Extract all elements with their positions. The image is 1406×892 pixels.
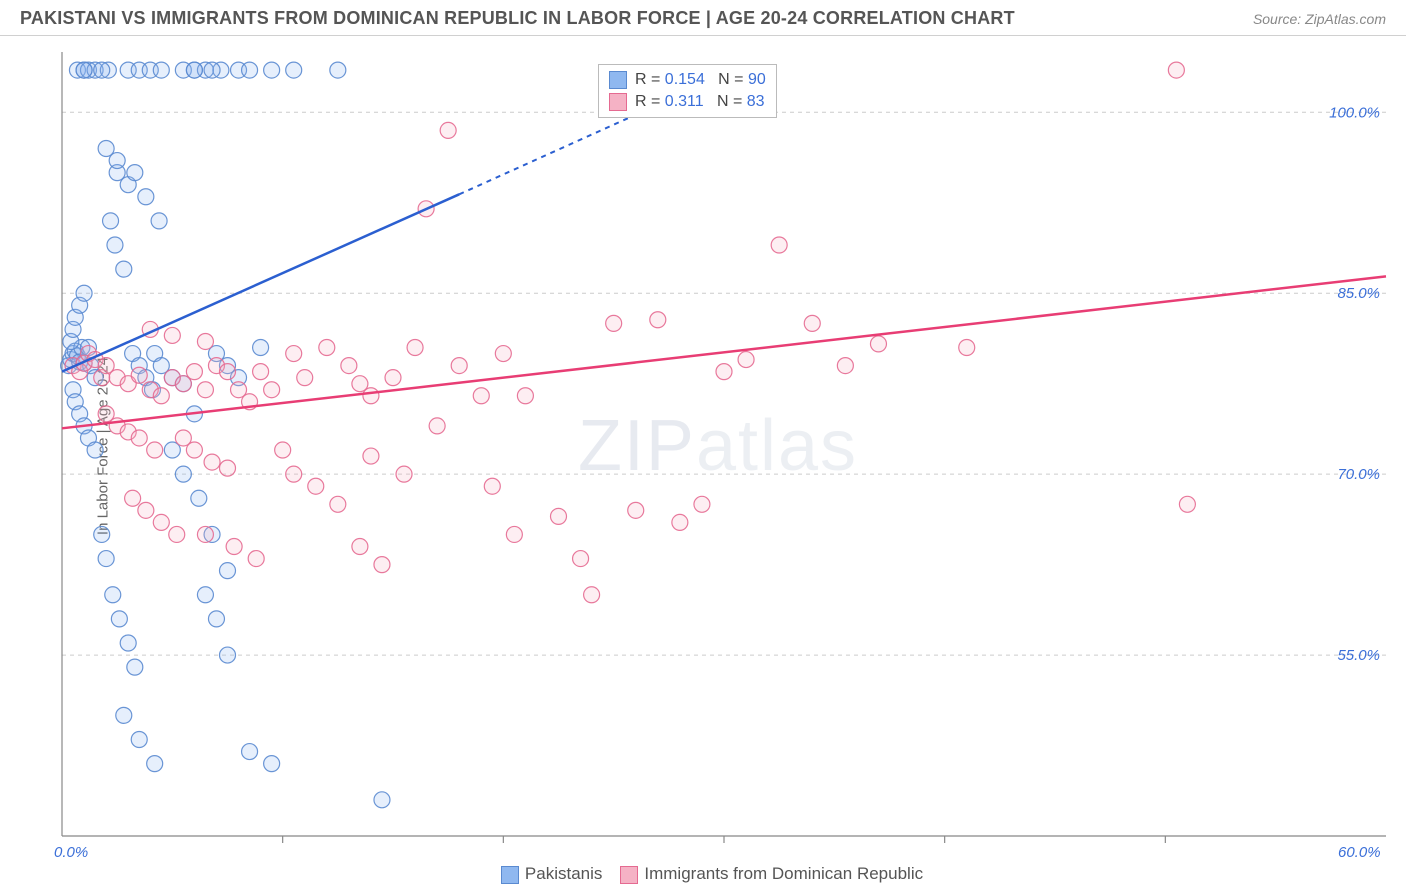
scatter-plot: 55.0% 70.0% 85.0% 100.0% <box>40 44 1396 848</box>
svg-text:55.0%: 55.0% <box>1337 647 1380 664</box>
legend-swatch <box>620 866 638 884</box>
chart-area: In Labor Force | Age 20-24 55.0%70.0%85.… <box>40 44 1396 848</box>
chart-title: PAKISTANI VS IMMIGRANTS FROM DOMINICAN R… <box>20 8 1015 29</box>
legend-stats: R = 0.154 N = 90 <box>635 71 766 89</box>
svg-text:70.0%: 70.0% <box>1337 466 1380 483</box>
legend-label: Immigrants from Dominican Republic <box>644 864 923 883</box>
svg-text:100.0%: 100.0% <box>1329 104 1380 121</box>
legend-row: R = 0.311 N = 83 <box>609 91 766 113</box>
legend-row: R = 0.154 N = 90 <box>609 69 766 91</box>
series-legend: Pakistanis Immigrants from Dominican Repu… <box>0 864 1406 884</box>
legend-label: Pakistanis <box>525 864 602 883</box>
legend-swatch <box>501 866 519 884</box>
chart-source: Source: ZipAtlas.com <box>1253 11 1386 27</box>
x-tick-label: 0.0% <box>54 844 88 861</box>
legend-stats: R = 0.311 N = 83 <box>635 93 765 111</box>
chart-header: PAKISTANI VS IMMIGRANTS FROM DOMINICAN R… <box>0 0 1406 36</box>
svg-text:85.0%: 85.0% <box>1337 285 1380 302</box>
legend-swatch <box>609 71 627 89</box>
legend-swatch <box>609 93 627 111</box>
x-tick-label: 60.0% <box>1338 844 1381 861</box>
correlation-legend: R = 0.154 N = 90 R = 0.311 N = 83 <box>598 64 777 118</box>
